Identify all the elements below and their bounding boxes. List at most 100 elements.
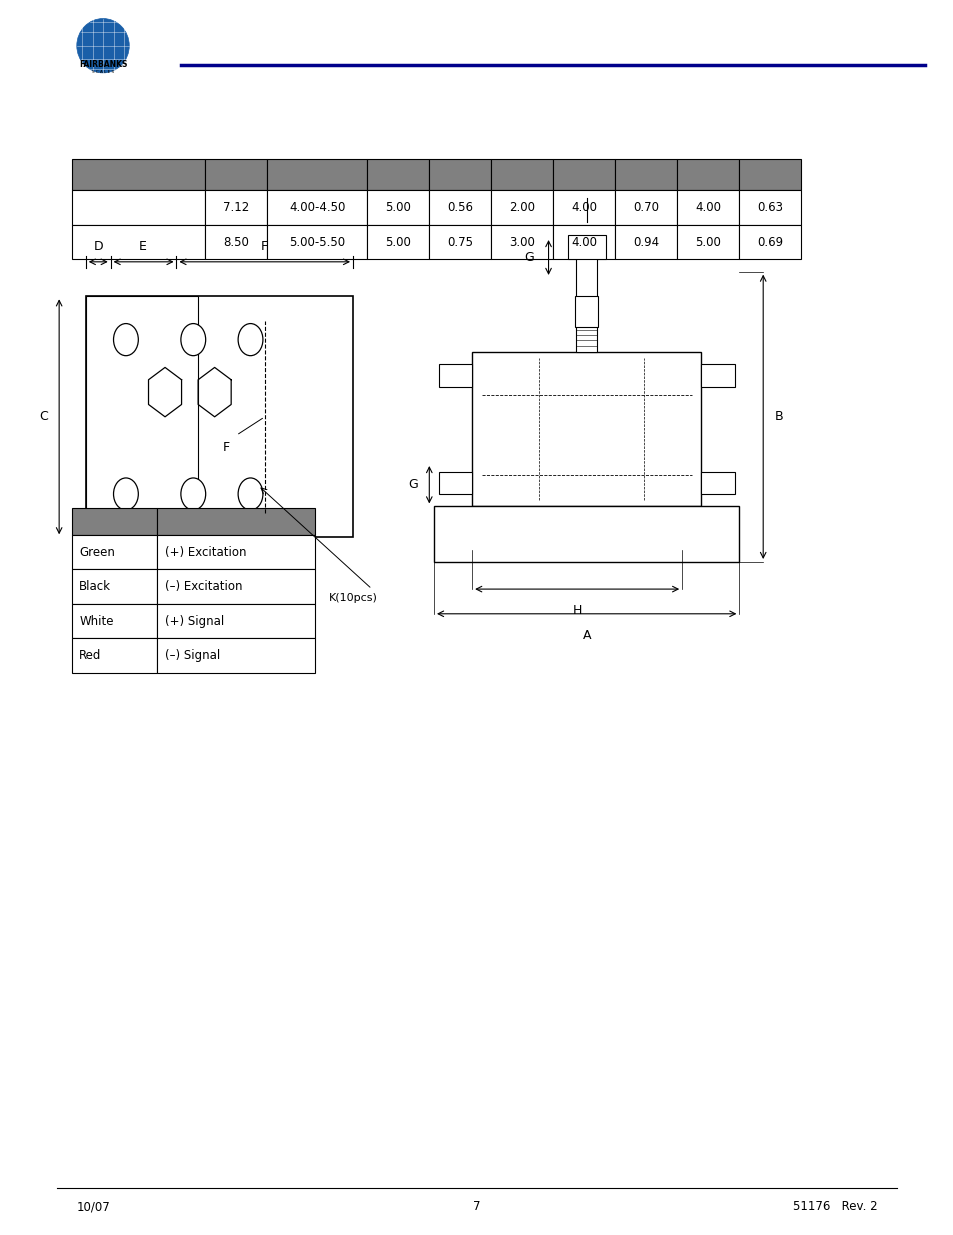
Bar <box>553 225 615 259</box>
Bar <box>157 638 314 673</box>
Text: 0.75: 0.75 <box>447 236 473 248</box>
Text: (+) Signal: (+) Signal <box>165 615 224 627</box>
Bar <box>438 364 472 387</box>
Text: 7: 7 <box>473 1200 480 1213</box>
Text: Green: Green <box>79 546 115 558</box>
Bar <box>700 364 734 387</box>
Bar <box>71 159 205 190</box>
Bar <box>267 225 367 259</box>
Text: 10/07: 10/07 <box>76 1200 110 1213</box>
Bar <box>71 190 205 225</box>
Bar <box>491 225 553 259</box>
Text: 5.00-5.50: 5.00-5.50 <box>289 236 345 248</box>
Bar <box>615 159 677 190</box>
Text: G: G <box>524 251 534 264</box>
Text: 5.00: 5.00 <box>385 236 411 248</box>
Bar <box>205 159 267 190</box>
Text: White: White <box>79 615 113 627</box>
Text: 0.69: 0.69 <box>757 236 782 248</box>
Text: K(10pcs): K(10pcs) <box>328 593 377 603</box>
Ellipse shape <box>76 19 129 73</box>
Circle shape <box>181 324 206 356</box>
Bar <box>157 508 314 535</box>
Bar <box>157 569 314 604</box>
Bar <box>267 190 367 225</box>
Bar <box>71 508 157 535</box>
Text: 4.00: 4.00 <box>571 201 597 214</box>
Bar <box>576 241 597 352</box>
Text: (–) Signal: (–) Signal <box>165 650 220 662</box>
Bar <box>739 159 801 190</box>
Text: 5.00: 5.00 <box>385 201 411 214</box>
Bar <box>677 225 739 259</box>
Text: 51176   Rev. 2: 51176 Rev. 2 <box>792 1200 877 1213</box>
Bar <box>71 225 205 259</box>
Bar <box>429 190 491 225</box>
Text: E: E <box>139 240 147 253</box>
Bar <box>575 296 598 327</box>
Circle shape <box>181 478 206 510</box>
Bar <box>491 190 553 225</box>
Text: 4.00: 4.00 <box>571 236 597 248</box>
Text: Red: Red <box>79 650 101 662</box>
Bar <box>567 235 605 259</box>
Bar <box>677 159 739 190</box>
Bar <box>553 159 615 190</box>
Text: F: F <box>261 240 268 253</box>
Bar <box>739 190 801 225</box>
Circle shape <box>238 324 263 356</box>
Text: D: D <box>93 240 103 253</box>
Text: 0.63: 0.63 <box>757 201 782 214</box>
Bar <box>267 159 367 190</box>
Bar <box>71 638 157 673</box>
Bar <box>71 535 157 569</box>
Bar <box>491 159 553 190</box>
Bar <box>71 604 157 638</box>
Bar <box>157 535 314 569</box>
Bar <box>739 225 801 259</box>
Text: 4.00-4.50: 4.00-4.50 <box>289 201 345 214</box>
Text: 2.00: 2.00 <box>509 201 535 214</box>
Bar <box>472 352 700 506</box>
Bar <box>86 296 198 537</box>
Text: 7.12: 7.12 <box>223 201 249 214</box>
Text: 3.00: 3.00 <box>509 236 535 248</box>
Bar <box>429 225 491 259</box>
Text: FAIRBANKS: FAIRBANKS <box>79 59 127 69</box>
Bar <box>700 472 734 494</box>
Text: F: F <box>223 441 230 454</box>
Text: 5.00: 5.00 <box>695 236 720 248</box>
Bar <box>205 225 267 259</box>
Text: B: B <box>774 410 782 424</box>
Circle shape <box>113 324 138 356</box>
Text: 0.56: 0.56 <box>447 201 473 214</box>
Bar <box>205 190 267 225</box>
Bar <box>86 296 353 537</box>
Text: G: G <box>408 478 417 492</box>
Text: 0.70: 0.70 <box>633 201 659 214</box>
Text: H: H <box>572 604 581 618</box>
Text: S C A L E S: S C A L E S <box>91 69 114 74</box>
Circle shape <box>238 478 263 510</box>
Bar <box>367 225 429 259</box>
Text: C: C <box>39 410 48 424</box>
Bar <box>367 190 429 225</box>
Text: Black: Black <box>79 580 112 593</box>
Circle shape <box>113 478 138 510</box>
Bar <box>615 225 677 259</box>
Bar <box>438 472 472 494</box>
Bar <box>71 569 157 604</box>
Text: 0.94: 0.94 <box>633 236 659 248</box>
Text: (–) Excitation: (–) Excitation <box>165 580 242 593</box>
Bar <box>367 159 429 190</box>
Bar <box>429 159 491 190</box>
Text: 4.00: 4.00 <box>695 201 720 214</box>
Bar <box>553 190 615 225</box>
Text: 8.50: 8.50 <box>223 236 249 248</box>
Text: (+) Excitation: (+) Excitation <box>165 546 246 558</box>
Bar <box>434 506 739 562</box>
Bar <box>677 190 739 225</box>
Text: A: A <box>582 629 590 642</box>
Bar <box>157 604 314 638</box>
Bar <box>615 190 677 225</box>
